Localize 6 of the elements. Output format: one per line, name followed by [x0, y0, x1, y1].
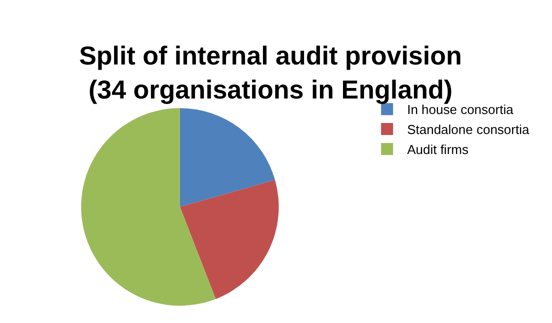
legend-label: Standalone consortia — [407, 122, 530, 138]
pie-slice — [180, 180, 279, 299]
pie-slice — [180, 108, 276, 207]
chart-title: Split of internal audit provision (34 organisations in England) — [79, 40, 462, 104]
legend-label: Audit firms — [407, 142, 469, 158]
pie-slice — [81, 108, 216, 306]
